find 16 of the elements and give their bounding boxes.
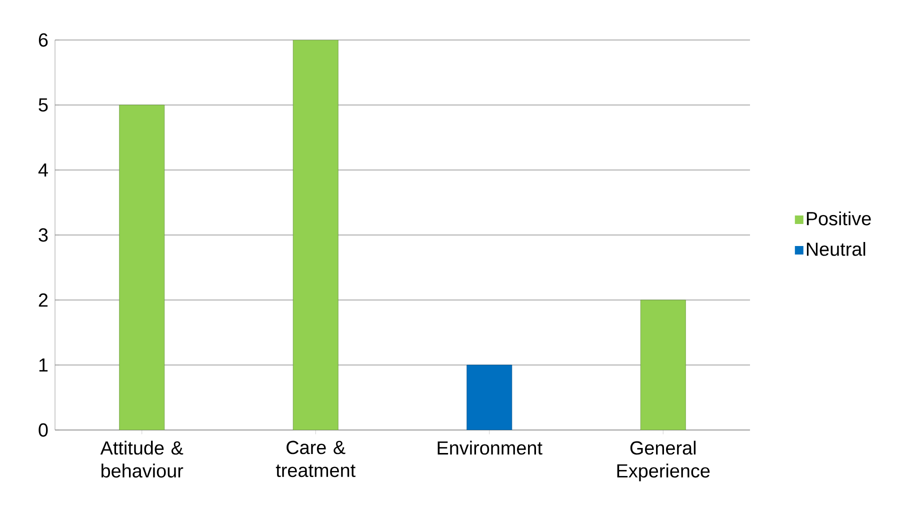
x-tick-label: Attitude & behaviour xyxy=(100,440,184,478)
x-tick-label: Care & treatment xyxy=(276,440,356,478)
legend-label: Positive xyxy=(806,211,871,226)
y-tick-label: 3 xyxy=(38,228,48,242)
y-tick-label: 0 xyxy=(38,423,48,437)
y-tick-label: 4 xyxy=(38,163,48,177)
x-tick-label: General Experience xyxy=(617,440,710,482)
y-tick-label: 5 xyxy=(38,98,48,112)
bar xyxy=(640,300,686,430)
y-tick-label: 2 xyxy=(38,293,48,307)
y-tick-label: 1 xyxy=(39,358,48,372)
bar xyxy=(292,40,338,430)
x-tick-label: Environment xyxy=(438,440,542,455)
bar xyxy=(119,104,165,430)
y-tick-label: 6 xyxy=(38,33,48,47)
legend-label: Neutral xyxy=(806,242,866,256)
